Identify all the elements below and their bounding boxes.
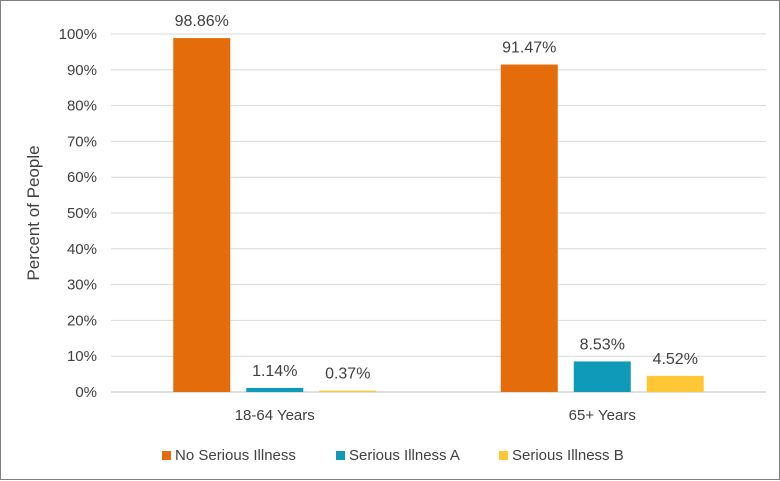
legend-swatch (499, 451, 508, 460)
y-tick-label: 0% (75, 384, 97, 401)
legend-entry: Serious Illness B (512, 447, 624, 464)
y-tick-label: 10% (67, 348, 97, 365)
x-tick-label: 65+ Years (569, 407, 636, 424)
legend-swatch (336, 451, 345, 460)
legend-entry: Serious Illness A (349, 447, 460, 464)
y-tick-label: 50% (67, 205, 97, 222)
y-tick-label: 70% (67, 133, 97, 150)
bar (573, 361, 631, 392)
y-tick-label: 40% (67, 241, 97, 258)
data-label: 91.47% (502, 40, 556, 57)
legend-swatch (162, 451, 171, 460)
bar (173, 38, 231, 392)
y-tick-label: 60% (67, 169, 97, 186)
data-label: 4.52% (653, 351, 698, 368)
x-tick-label: 18-64 Years (235, 407, 315, 424)
y-tick-label: 30% (67, 277, 97, 294)
y-tick-label: 100% (59, 26, 97, 43)
bar (319, 390, 377, 392)
bar (646, 375, 704, 392)
legend-entry: No Serious Illness (175, 447, 296, 464)
data-label: 8.53% (580, 336, 625, 353)
bar (500, 64, 558, 392)
y-tick-label: 90% (67, 62, 97, 79)
y-axis-label: Percent of People (24, 145, 43, 280)
bar (246, 387, 304, 392)
y-tick-label: 80% (67, 98, 97, 115)
data-label: 1.14% (252, 363, 297, 380)
data-label: 0.37% (325, 366, 370, 383)
y-tick-label: 20% (67, 312, 97, 329)
data-label: 98.86% (175, 13, 229, 30)
